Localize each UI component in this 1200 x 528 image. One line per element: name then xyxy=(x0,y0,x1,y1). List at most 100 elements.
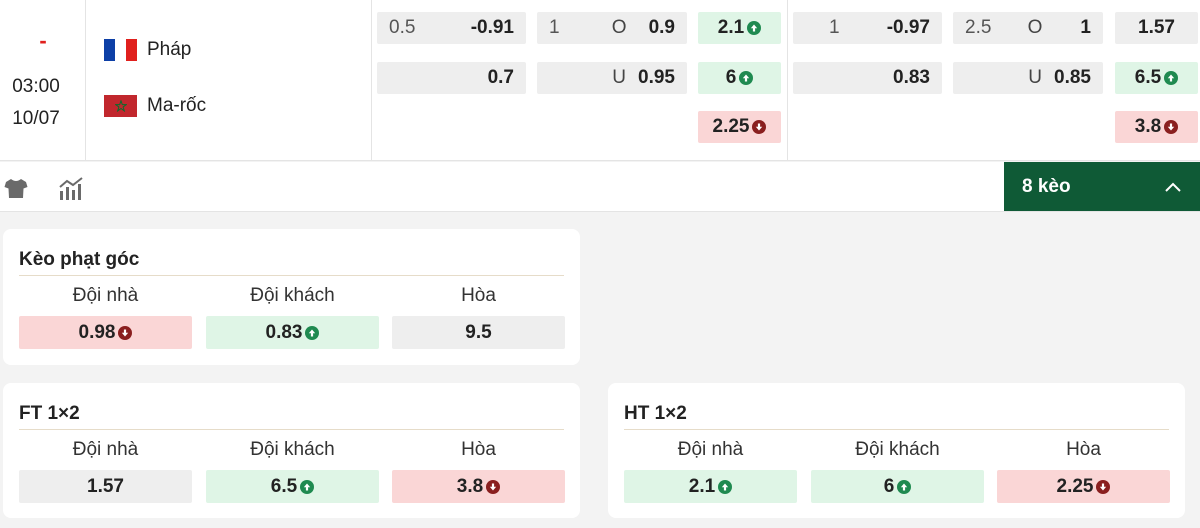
ft-under-label: U xyxy=(612,67,627,88)
odds-value: 0.98 xyxy=(78,321,116,343)
arrow-up-icon xyxy=(739,71,754,85)
odds-button-home[interactable]: 1.57 xyxy=(19,470,192,503)
morocco-flag-icon xyxy=(104,95,137,117)
home-team[interactable]: Pháp xyxy=(104,37,191,63)
odds-button-home[interactable]: 0.98 xyxy=(19,316,192,349)
home-team-name: Pháp xyxy=(147,39,192,60)
ft-handicap-home-odds: -0.91 xyxy=(470,17,514,38)
ht-over-label: O xyxy=(1027,17,1043,38)
col-header-home: Đội nhà xyxy=(72,285,139,306)
divider xyxy=(19,275,564,276)
divider xyxy=(19,429,564,430)
divider xyxy=(787,0,788,161)
odds-value: 3.8 xyxy=(456,475,484,497)
market-title: Kèo phạt góc xyxy=(19,249,140,270)
odds-button-draw[interactable]: 2.25 xyxy=(997,470,1170,503)
odds-value: 2.1 xyxy=(688,475,716,497)
ht-over[interactable]: 2.5 O 1 xyxy=(953,12,1103,44)
ft-under-odds: 0.95 xyxy=(638,67,675,88)
arrow-down-icon xyxy=(118,325,133,340)
ft-over-label: O xyxy=(611,17,627,38)
arrow-down-icon xyxy=(486,479,501,494)
odds-value: 6 xyxy=(883,475,895,497)
ht-1x2-home-odds: 1.57 xyxy=(1138,17,1175,38)
col-header-draw: Hòa xyxy=(461,285,496,306)
odds-value: 0.83 xyxy=(265,321,303,343)
france-flag-icon xyxy=(104,39,137,61)
ht-1x2-draw[interactable]: 3.8 xyxy=(1115,111,1198,143)
more-markets-label: 8 kèo xyxy=(1022,175,1071,197)
divider xyxy=(371,0,372,161)
away-team-name: Ma-rốc xyxy=(147,95,207,116)
arrow-up-icon xyxy=(897,479,912,494)
away-team[interactable]: Ma-rốc xyxy=(104,93,206,119)
match-date: 10/07 xyxy=(12,108,60,129)
ft-1x2-home[interactable]: 2.1 xyxy=(698,12,781,44)
ht-under[interactable]: U 0.85 xyxy=(953,62,1103,94)
ft-handicap-away-odds: 0.7 xyxy=(487,67,514,88)
odds-value: 2.25 xyxy=(1056,475,1094,497)
match-time-column: - 03:00 10/07 xyxy=(0,0,86,161)
ft-under[interactable]: U 0.95 xyxy=(537,62,687,94)
col-header-away: Đội khách xyxy=(250,439,335,460)
odds-button-draw[interactable]: 3.8 xyxy=(392,470,565,503)
col-header-home: Đội nhà xyxy=(677,439,744,460)
arrow-up-icon xyxy=(305,325,320,340)
ht-1x2-draw-odds: 3.8 xyxy=(1134,116,1162,137)
more-markets-button[interactable]: 8 kèo xyxy=(1004,162,1200,211)
arrow-up-icon xyxy=(718,479,733,494)
match-row: - 03:00 10/07 Pháp Ma-rốc 0.5 -0.91 0.7 … xyxy=(0,0,1200,161)
match-toolbar: 8 kèo xyxy=(0,162,1200,212)
odds-button-away[interactable]: 0.83 xyxy=(206,316,379,349)
ft-over[interactable]: 1 O 0.9 xyxy=(537,12,687,44)
col-header-away: Đội khách xyxy=(250,285,335,306)
col-header-draw: Hòa xyxy=(1066,439,1101,460)
odds-button-away[interactable]: 6.5 xyxy=(206,470,379,503)
ht-1x2-away[interactable]: 6.5 xyxy=(1115,62,1198,94)
match-status: - xyxy=(39,28,47,53)
ft-handicap-away[interactable]: 0.7 xyxy=(377,62,526,94)
ht-handicap-home[interactable]: 1 -0.97 xyxy=(793,12,942,44)
ht-handicap-away-odds: 0.83 xyxy=(893,67,930,88)
arrow-up-icon xyxy=(1164,71,1179,85)
ht-1x2-home[interactable]: 1.57 xyxy=(1115,12,1198,44)
ft-1x2-draw[interactable]: 2.25 xyxy=(698,111,781,143)
market-title: FT 1×2 xyxy=(19,403,80,424)
odds-button-home[interactable]: 2.1 xyxy=(624,470,797,503)
odds-value: 1.57 xyxy=(87,475,124,497)
ft-1x2-home-odds: 2.1 xyxy=(717,17,745,38)
stats-chart-icon[interactable] xyxy=(58,176,84,202)
arrow-down-icon xyxy=(1096,479,1111,494)
market-card-ft-1x2: FT 1×2 Đội nhà Đội khách Hòa 1.57 6.5 3.… xyxy=(3,383,580,518)
ft-1x2-away[interactable]: 6 xyxy=(698,62,781,94)
arrow-up-icon xyxy=(747,21,762,35)
divider xyxy=(624,429,1169,430)
market-title: HT 1×2 xyxy=(624,403,687,424)
ft-over-odds: 0.9 xyxy=(648,17,675,38)
ft-handicap-line: 0.5 xyxy=(389,17,416,38)
ft-handicap-home[interactable]: 0.5 -0.91 xyxy=(377,12,526,44)
col-header-home: Đội nhà xyxy=(72,439,139,460)
odds-value: 9.5 xyxy=(465,321,492,343)
ft-1x2-draw-odds: 2.25 xyxy=(712,116,750,137)
ht-under-odds: 0.85 xyxy=(1054,67,1091,88)
odds-button-away[interactable]: 6 xyxy=(811,470,984,503)
ht-under-label: U xyxy=(1028,67,1043,88)
arrow-down-icon xyxy=(1164,120,1179,134)
chevron-up-icon xyxy=(1165,182,1181,192)
odds-button-draw[interactable]: 9.5 xyxy=(392,316,565,349)
ht-handicap-home-odds: -0.97 xyxy=(886,17,930,38)
market-card-ht-1x2: HT 1×2 Đội nhà Đội khách Hòa 2.1 6 2.25 xyxy=(608,383,1185,518)
odds-value: 6.5 xyxy=(270,475,298,497)
market-card-corners: Kèo phạt góc Đội nhà Đội khách Hòa 0.98 … xyxy=(3,229,580,365)
ft-1x2-away-odds: 6 xyxy=(725,67,737,88)
ht-handicap-line: 1 xyxy=(829,17,840,38)
arrow-up-icon xyxy=(300,479,315,494)
ft-ou-line: 1 xyxy=(549,17,560,38)
ht-handicap-away[interactable]: 0.83 xyxy=(793,62,942,94)
match-time: 03:00 xyxy=(12,76,60,97)
col-header-away: Đội khách xyxy=(855,439,940,460)
shirt-icon[interactable] xyxy=(3,176,29,202)
arrow-down-icon xyxy=(752,120,767,134)
col-header-draw: Hòa xyxy=(461,439,496,460)
